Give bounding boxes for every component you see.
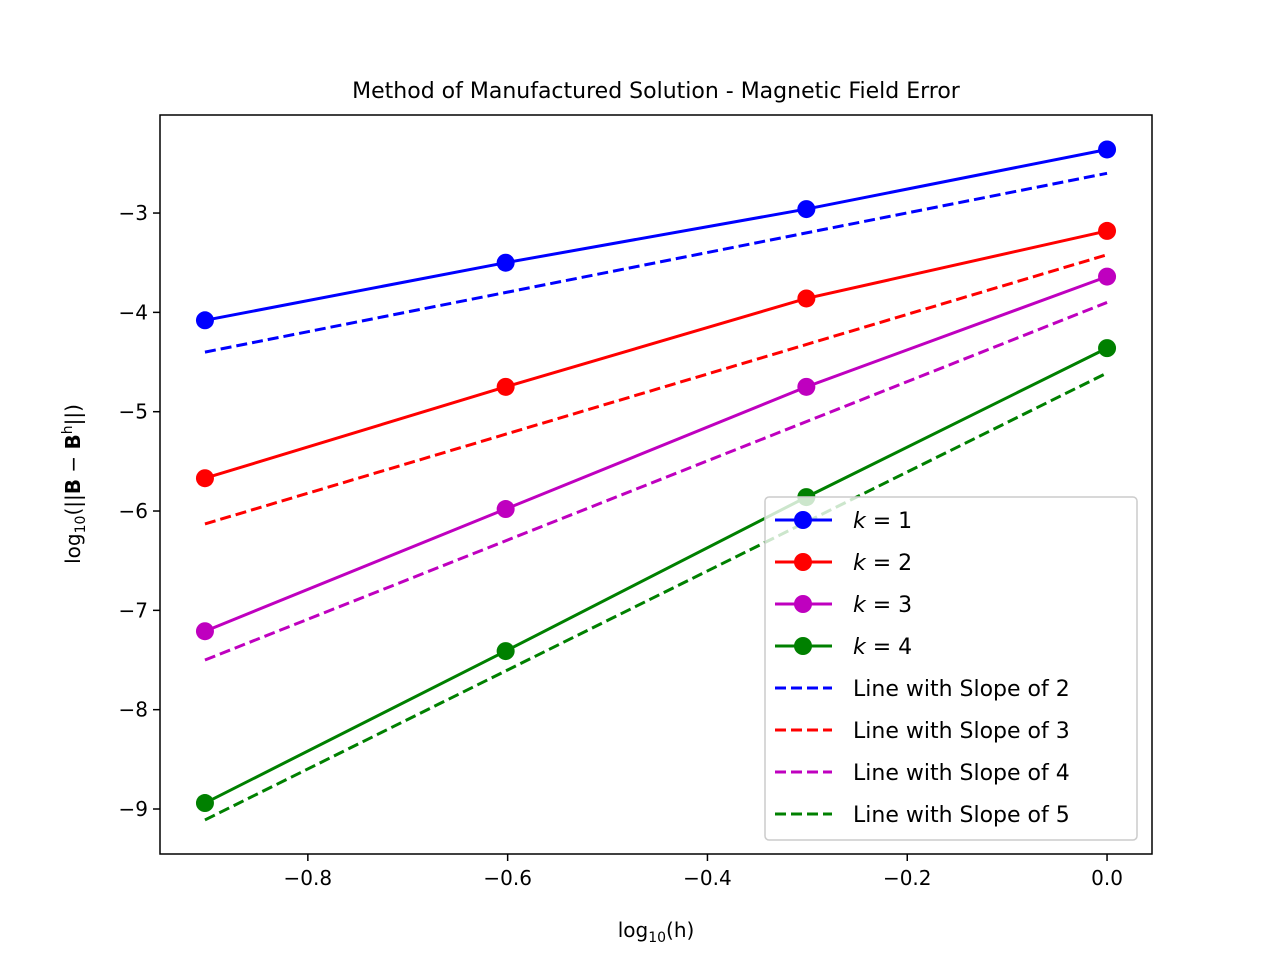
y-tick-label: −3 (119, 201, 148, 225)
plot-area (195, 140, 1117, 822)
data-point (1098, 339, 1117, 358)
series-line-3 (204, 275, 1108, 633)
series-line-6 (204, 253, 1108, 526)
series-line-7 (204, 301, 1108, 662)
legend-marker (794, 511, 812, 529)
legend-marker (794, 595, 812, 613)
data-point (797, 200, 816, 219)
legend-label-eq: = 3 (866, 593, 912, 618)
x-tick-label: −0.6 (483, 866, 532, 890)
data-point (195, 622, 214, 641)
data-point (797, 377, 816, 396)
x-tick-label: −0.4 (683, 866, 732, 890)
legend-label-eq: = 1 (866, 509, 912, 534)
legend-label-eq: = 4 (866, 635, 912, 660)
x-tick-label: 0.0 (1091, 866, 1123, 890)
legend-label: k = 1 (853, 509, 912, 534)
legend-label: k = 3 (853, 593, 912, 618)
data-point (195, 794, 214, 813)
x-axis: −0.8 −0.6 −0.4 −0.2 0.0 (284, 854, 1123, 890)
data-point (195, 311, 214, 330)
data-point (496, 500, 515, 519)
y-axis-label: log10(||B − Bh||) (60, 404, 89, 564)
data-point (797, 289, 816, 308)
legend-marker (794, 553, 812, 571)
chart-title: Method of Manufactured Solution - Magnet… (352, 79, 961, 104)
series-line-8 (204, 371, 1108, 822)
axes-frame (159, 114, 1153, 855)
legend-label-k: k (853, 593, 867, 618)
legend-box (764, 496, 1138, 841)
legend-label: Line with Slope of 5 (853, 803, 1070, 828)
data-point (195, 469, 214, 488)
data-point (1098, 221, 1117, 240)
series-line-2 (204, 229, 1108, 480)
legend-label: Line with Slope of 2 (853, 677, 1070, 702)
x-axis-label: log10(h) (618, 918, 695, 946)
data-point (496, 377, 515, 396)
y-tick-label: −5 (119, 400, 148, 424)
legend-label-k: k (853, 551, 867, 576)
data-point (1098, 267, 1117, 286)
series-line-4 (204, 346, 1108, 805)
y-tick-label: −7 (119, 598, 148, 622)
y-tick-label: −6 (119, 499, 148, 523)
y-tick-label: −9 (119, 797, 148, 821)
x-tick-label: −0.8 (284, 866, 333, 890)
legend-label-k: k (853, 509, 867, 534)
y-tick-label: −8 (119, 698, 148, 722)
legend-marker (794, 637, 812, 655)
y-axis: −9 −8 −7 −6 −5 −4 −3 (119, 201, 160, 821)
legend-label: k = 2 (853, 551, 912, 576)
y-tick-label: −4 (119, 300, 148, 324)
series-line-5 (204, 171, 1108, 354)
data-point (496, 253, 515, 272)
legend-label: Line with Slope of 4 (853, 761, 1070, 786)
legend-label: k = 4 (853, 635, 912, 660)
series-line-1 (204, 147, 1108, 322)
legend-label-eq: = 2 (866, 551, 912, 576)
x-tick-label: −0.2 (883, 866, 932, 890)
legend-label: Line with Slope of 3 (853, 719, 1070, 744)
legend-label-k: k (853, 635, 867, 660)
data-point (496, 642, 515, 661)
data-point (1098, 140, 1117, 159)
